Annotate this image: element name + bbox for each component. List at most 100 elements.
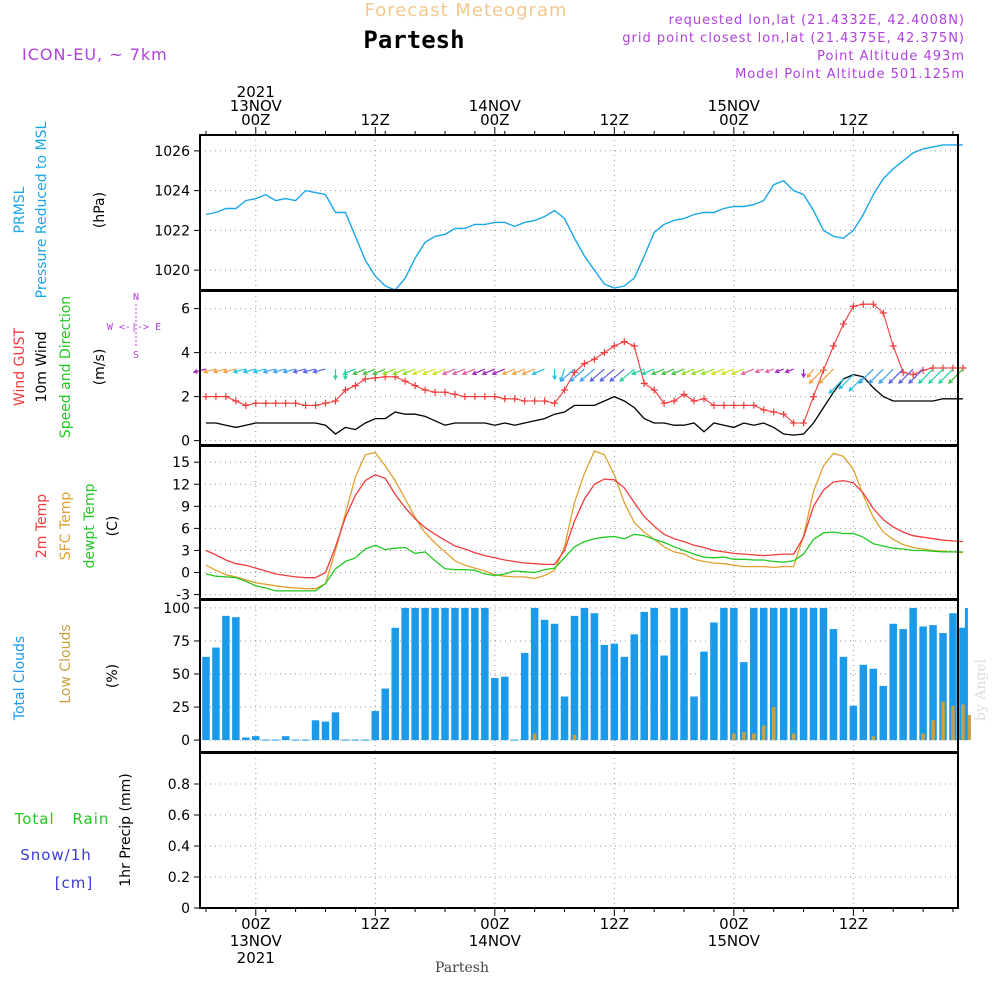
- wind-direction-arrow: [293, 368, 306, 373]
- y-tick-label-clouds: 75: [172, 634, 190, 650]
- total-cloud-bar: [461, 607, 469, 741]
- total-cloud-bar: [212, 647, 220, 741]
- total-cloud-bar: [371, 711, 380, 741]
- wind-arrow-head: [222, 368, 228, 374]
- total-cloud-bar: [769, 607, 778, 741]
- wind-arrow-head: [411, 370, 418, 376]
- gust-marker: [541, 397, 549, 405]
- wind-arrow-head: [801, 373, 807, 379]
- gust-marker: [252, 399, 260, 407]
- low-cloud-bar: [771, 707, 776, 741]
- pressure-line: [205, 144, 963, 291]
- wind-direction-arrow: [452, 368, 466, 375]
- total-cloud-bar: [690, 696, 698, 741]
- low-cloud-bar: [931, 720, 935, 741]
- gust-marker: [680, 390, 688, 398]
- low-cloud-bar: [961, 704, 965, 741]
- total-cloud-bar: [520, 652, 529, 741]
- wind-arrow-head: [730, 370, 736, 376]
- temp-unit: (C): [105, 516, 121, 537]
- time-label-top: 12Z: [600, 111, 629, 129]
- y-tick-label-temperature: 9: [181, 499, 190, 515]
- time-label-top: 12Z: [361, 111, 390, 129]
- gust-marker: [431, 388, 439, 396]
- wind-direction-arrow: [363, 368, 376, 375]
- total-cloud-bar: [451, 607, 459, 741]
- pressure-label-prmsl: PRMSL: [12, 186, 28, 233]
- time-label-top: 2021: [237, 83, 275, 101]
- wind-arrow-head: [342, 370, 348, 376]
- total-cloud-bar: [919, 626, 927, 741]
- wind-direction-arrow: [412, 368, 426, 375]
- wind-direction-arrow: [671, 368, 685, 375]
- gust-marker: [640, 379, 648, 387]
- gust-marker: [660, 399, 668, 407]
- y-tick-label-precip: 0.4: [168, 839, 190, 855]
- time-label-bottom: 12Z: [361, 915, 390, 933]
- wind-arrow-head: [818, 379, 824, 384]
- gust-marker: [740, 401, 748, 409]
- wind-direction-arrow: [731, 368, 745, 375]
- total-cloud-bar: [620, 656, 629, 741]
- gust-marker: [302, 401, 310, 409]
- gust-marker: [760, 406, 768, 414]
- gust-marker: [312, 401, 320, 409]
- total-cloud-bar: [949, 613, 957, 741]
- total-cloud-bar: [252, 736, 260, 741]
- wind-arrow-head: [938, 379, 943, 384]
- time-label-bottom: 13NOV: [230, 932, 283, 950]
- wind-direction-arrow: [838, 374, 854, 390]
- time-label-top: 00Z: [241, 111, 270, 129]
- wind-direction-arrow: [631, 368, 645, 375]
- gust-marker: [919, 366, 927, 374]
- total-cloud-bar: [959, 627, 967, 741]
- panel-frame-temperature: [199, 445, 959, 600]
- wind-direction-arrow: [392, 368, 406, 375]
- wind-direction-arrow: [589, 368, 605, 382]
- gust-marker: [600, 349, 608, 357]
- wind-arrow-head: [451, 370, 457, 376]
- wind-arrow-head: [848, 386, 854, 392]
- wind-arrow-head: [948, 379, 953, 384]
- wind-arrow-head: [362, 370, 368, 376]
- clouds-unit: (%): [105, 664, 121, 688]
- y-tick-label-pressure: 1026: [154, 144, 190, 160]
- wind-arrow-head: [898, 379, 904, 384]
- gust-marker: [620, 338, 628, 346]
- wind-arrow-head: [680, 370, 687, 376]
- wind-direction-arrow: [512, 368, 525, 375]
- pressure-label-msl: Pressure Reduced to MSL: [34, 121, 50, 298]
- y-tick-label-precip: 0: [181, 901, 190, 917]
- wind-direction-arrow: [785, 368, 794, 373]
- total-cloud-bar: [481, 607, 489, 741]
- wind-direction-arrow: [263, 368, 276, 373]
- gust-marker: [242, 401, 250, 409]
- wind-arrow-head: [282, 368, 288, 374]
- low-cloud-bar: [742, 732, 746, 741]
- total-cloud-bar: [720, 607, 728, 741]
- gust-marker: [770, 408, 778, 416]
- wind-direction-arrow: [382, 368, 396, 375]
- wind-arrow-head: [908, 379, 914, 384]
- wind-direction-arrow: [442, 368, 456, 375]
- compass-s: S: [133, 350, 139, 361]
- gust-marker: [939, 364, 947, 372]
- gust-marker: [321, 399, 329, 407]
- wind-gust-label: Wind GUST: [12, 327, 28, 406]
- wind-arrow-head: [754, 368, 760, 374]
- total-cloud-bar: [501, 676, 509, 741]
- gust-marker: [212, 393, 220, 401]
- wind-unit: (m/s): [92, 349, 108, 386]
- temp-2m-label: 2m Temp: [34, 494, 50, 558]
- total-cloud-bar: [964, 607, 968, 741]
- low-cloud-bar: [751, 733, 756, 741]
- total-cloud-bar: [640, 611, 648, 741]
- gust-marker: [411, 382, 419, 390]
- temp-2m-line: [205, 473, 963, 579]
- wind-arrow-head: [660, 370, 667, 376]
- wind-arrow-head: [441, 370, 448, 376]
- total-cloud-bar: [929, 625, 937, 741]
- wind-arrow-head: [619, 377, 625, 382]
- wind-arrow-head: [342, 375, 348, 381]
- total-cloud-bar: [222, 615, 230, 741]
